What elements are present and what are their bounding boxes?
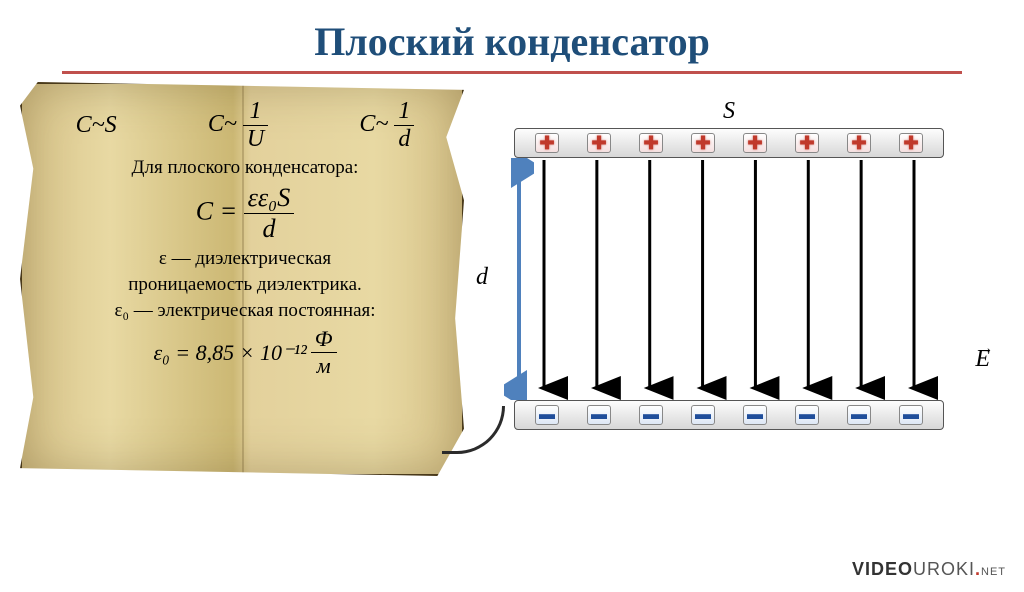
scroll-content: C~S C~ 1 U C~ 1 d Для плоского конденс — [30, 92, 460, 472]
rel-cu: C~ 1 U — [208, 98, 268, 153]
plus-charge-icon: ✚ — [587, 133, 611, 153]
epsilon-def-2: проницаемость диэлектрика. — [30, 274, 460, 296]
minus-charge-icon: ▬ — [691, 405, 715, 425]
minus-charge-icon: ▬ — [899, 405, 923, 425]
minus-charge-icon: ▬ — [639, 405, 663, 425]
vector-arrow-icon: → — [977, 340, 993, 358]
formula-scroll: C~S C~ 1 U C~ 1 d Для плоского конденс — [20, 82, 470, 482]
plus-charge-icon: ✚ — [639, 133, 663, 153]
minus-charge-icon: ▬ — [847, 405, 871, 425]
minus-charge-icon: ▬ — [535, 405, 559, 425]
label-d: d — [476, 264, 488, 291]
top-plate: ✚ ✚ ✚ ✚ ✚ ✚ ✚ ✚ — [514, 128, 944, 158]
plus-charge-icon: ✚ — [847, 133, 871, 153]
proportionality-row: C~S C~ 1 U C~ 1 d — [30, 98, 460, 153]
epsilon0-def: ε₀ — электрическая постоянная: — [30, 300, 460, 322]
plus-charge-icon: ✚ — [743, 133, 767, 153]
page-title: Плоский конденсатор — [0, 18, 1024, 65]
epsilon0-value: ε₀ = 8,85 × 10⁻¹² Ф м — [30, 326, 460, 379]
plus-charge-icon: ✚ — [899, 133, 923, 153]
minus-charge-icon: ▬ — [743, 405, 767, 425]
minus-charge-icon: ▬ — [587, 405, 611, 425]
content-area: C~S C~ 1 U C~ 1 d Для плоского конденс — [0, 74, 1024, 534]
watermark: VIDEOUROKI.NET — [852, 559, 1006, 580]
plus-charge-icon: ✚ — [795, 133, 819, 153]
rel-cd: C~ 1 d — [359, 98, 414, 153]
label-e-vector: → E — [975, 346, 990, 373]
label-s: S — [723, 98, 735, 125]
plus-charge-icon: ✚ — [691, 133, 715, 153]
capacitor-diagram: S d → E ✚✚✚✚✚✚✚✚ ▬▬▬▬▬▬▬▬ — [494, 94, 964, 474]
main-formula: C = εε₀S d — [30, 183, 460, 244]
for-flat-cap-label: Для плоского конденсатора: — [30, 157, 460, 179]
rel-cs: C~S — [76, 112, 117, 139]
field-lines — [514, 158, 944, 400]
epsilon-def-1: ε — диэлектрическая — [30, 248, 460, 270]
plus-charge-icon: ✚ — [535, 133, 559, 153]
bottom-plate: ▬ ▬ ▬ ▬ ▬ ▬ ▬ ▬ — [514, 400, 944, 430]
minus-charge-icon: ▬ — [795, 405, 819, 425]
